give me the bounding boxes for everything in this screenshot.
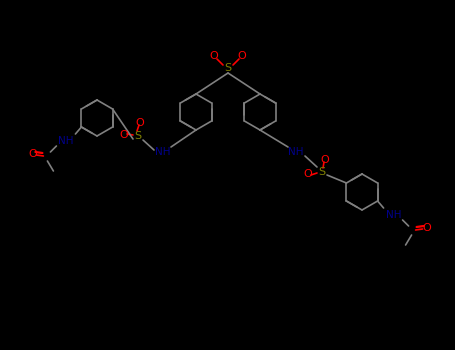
Text: O: O (136, 118, 144, 128)
Text: NH: NH (288, 147, 304, 157)
Text: S: S (134, 131, 142, 141)
Text: O: O (321, 155, 329, 165)
Text: O: O (28, 149, 37, 159)
Text: NH: NH (58, 136, 73, 146)
Text: NH: NH (386, 210, 401, 220)
Text: O: O (120, 130, 128, 140)
Text: O: O (422, 223, 431, 233)
Text: O: O (303, 169, 313, 179)
Text: S: S (318, 167, 326, 177)
Text: O: O (210, 51, 218, 61)
Text: NH: NH (155, 147, 171, 157)
Text: S: S (224, 63, 232, 73)
Text: O: O (238, 51, 246, 61)
